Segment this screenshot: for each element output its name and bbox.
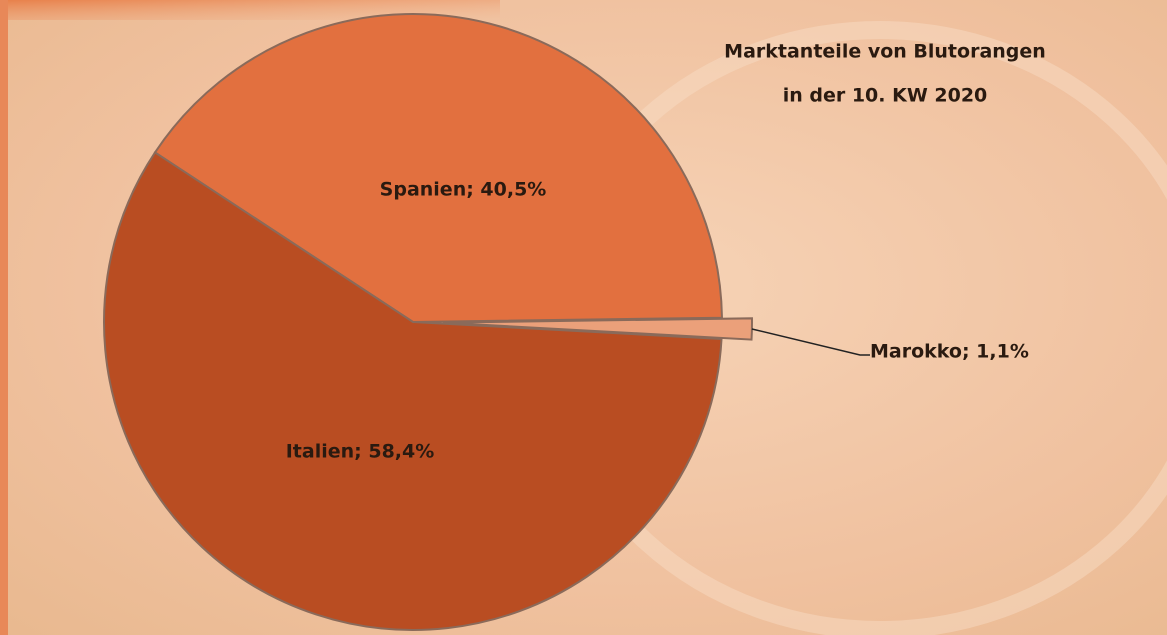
data-label: Marokko; 1,1% xyxy=(870,341,1029,363)
page: Spanien; 40,5% Marokko; 1,1% Italien; 58,4… xyxy=(0,0,1167,635)
chart-title: Marktanteile von Blutorangen xyxy=(724,41,1046,63)
data-label: Spanien; 40,5% xyxy=(380,179,547,201)
chart-title: in der 10. KW 2020 xyxy=(783,85,988,107)
side-strip xyxy=(0,0,8,635)
data-label: Italien; 58,4% xyxy=(286,441,435,463)
chart: Spanien; 40,5% Marokko; 1,1% Italien; 58,4… xyxy=(0,0,1167,635)
